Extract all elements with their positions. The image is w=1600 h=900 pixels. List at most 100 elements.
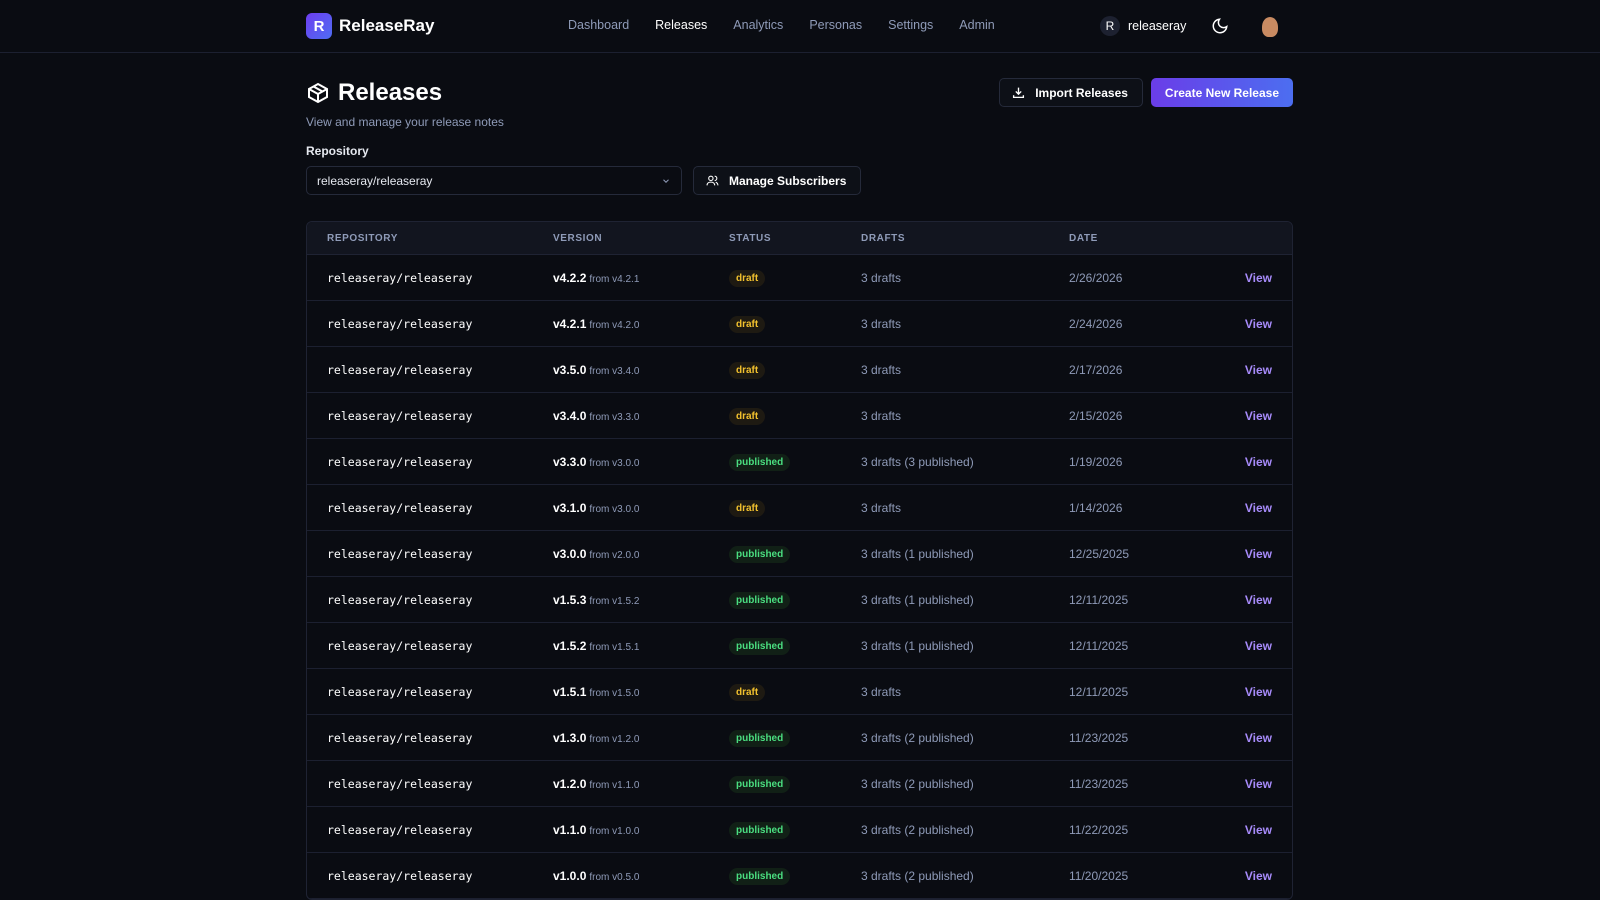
top-nav: R ReleaseRay Dashboard Releases Analytics P… <box>0 0 1600 53</box>
drafts-count: 3 drafts (2 published) <box>861 731 974 745</box>
release-date: 12/25/2025 <box>1069 547 1130 561</box>
table-row[interactable]: releaseray/releaseray v1.2.0 from v1.1.0 … <box>307 761 1292 807</box>
release-date: 2/26/2026 <box>1069 271 1123 285</box>
logo-mark: R <box>306 13 332 39</box>
table-row[interactable]: releaseray/releaseray v3.5.0 from v3.4.0 … <box>307 347 1292 393</box>
page-subtitle: View and manage your release notes <box>306 115 504 129</box>
view-link[interactable]: View <box>1244 455 1272 469</box>
from-version: from v0.5.0 <box>589 872 640 883</box>
view-link[interactable]: View <box>1244 685 1272 699</box>
view-link[interactable]: View <box>1244 777 1272 791</box>
repo-name: releaseray/releaseray <box>327 777 473 791</box>
users-icon <box>706 175 719 186</box>
table-row[interactable]: releaseray/releaseray v1.3.0 from v1.2.0 … <box>307 715 1292 761</box>
manage-subscribers-button[interactable]: Manage Subscribers <box>693 166 862 195</box>
version: v1.2.0 <box>553 777 587 791</box>
drafts-count: 3 drafts <box>861 363 902 377</box>
repo-name: releaseray/releaseray <box>327 685 473 699</box>
drafts-count: 3 drafts (2 published) <box>861 869 974 883</box>
release-date: 1/19/2026 <box>1069 455 1123 469</box>
view-link[interactable]: View <box>1244 731 1272 745</box>
view-link[interactable]: View <box>1244 501 1272 515</box>
view-link[interactable]: View <box>1244 593 1272 607</box>
nav-admin[interactable]: Admin <box>959 18 995 32</box>
release-date: 2/24/2026 <box>1069 317 1123 331</box>
view-link[interactable]: View <box>1244 639 1272 653</box>
repo-name: releaseray/releaseray <box>327 639 473 653</box>
table-row[interactable]: releaseray/releaseray v1.5.2 from v1.5.1 … <box>307 623 1292 669</box>
drafts-count: 3 drafts (1 published) <box>861 593 974 607</box>
repo-name: releaseray/releaseray <box>327 547 473 561</box>
from-version: from v4.2.0 <box>589 320 640 331</box>
profile-avatar[interactable] <box>1262 17 1278 37</box>
version: v3.1.0 <box>553 501 587 515</box>
table-header: REPOSITORY VERSION STATUS DRAFTS DATE <box>307 222 1292 255</box>
status-badge: draft <box>729 361 766 379</box>
nav-dashboard[interactable]: Dashboard <box>568 18 630 32</box>
import-releases-button[interactable]: Import Releases <box>999 78 1143 107</box>
table-row[interactable]: releaseray/releaseray v3.0.0 from v2.0.0 … <box>307 531 1292 577</box>
view-link[interactable]: View <box>1244 547 1272 561</box>
view-link[interactable]: View <box>1244 823 1272 837</box>
from-version: from v3.3.0 <box>589 412 640 423</box>
user-name: releaseray <box>1128 19 1187 33</box>
table-row[interactable]: releaseray/releaseray v1.5.1 from v1.5.0 … <box>307 669 1292 715</box>
version: v1.3.0 <box>553 731 587 745</box>
header-repository: REPOSITORY <box>327 232 399 244</box>
view-link[interactable]: View <box>1244 869 1272 883</box>
status-badge: draft <box>729 499 766 517</box>
nav-settings[interactable]: Settings <box>888 18 934 32</box>
table-row[interactable]: releaseray/releaseray v1.0.0 from v0.5.0 … <box>307 853 1292 899</box>
nav-releases[interactable]: Releases <box>655 18 708 32</box>
table-row[interactable]: releaseray/releaseray v3.4.0 from v3.3.0 … <box>307 393 1292 439</box>
status-badge: draft <box>729 683 766 701</box>
repo-name: releaseray/releaseray <box>327 823 473 837</box>
from-version: from v3.4.0 <box>589 366 640 377</box>
repo-name: releaseray/releaseray <box>327 363 473 377</box>
logo[interactable]: R ReleaseRay <box>306 13 434 39</box>
release-date: 12/11/2025 <box>1069 639 1129 653</box>
table-row[interactable]: releaseray/releaseray v4.2.2 from v4.2.1 … <box>307 255 1292 301</box>
table-row[interactable]: releaseray/releaseray v1.5.3 from v1.5.2 … <box>307 577 1292 623</box>
status-badge: published <box>729 591 791 609</box>
create-release-button[interactable]: Create New Release <box>1150 78 1293 107</box>
drafts-count: 3 drafts (2 published) <box>861 777 974 791</box>
release-date: 11/22/2025 <box>1069 823 1129 837</box>
version: v1.5.1 <box>553 685 587 699</box>
nav-personas[interactable]: Personas <box>809 18 863 32</box>
repository-select[interactable]: releaseray/releaseray <box>306 166 682 195</box>
release-date: 12/11/2025 <box>1069 685 1129 699</box>
table-row[interactable]: releaseray/releaseray v4.2.1 from v4.2.0 … <box>307 301 1292 347</box>
table-row[interactable]: releaseray/releaseray v1.1.0 from v1.0.0 … <box>307 807 1292 853</box>
view-link[interactable]: View <box>1244 363 1272 377</box>
user-menu[interactable]: R releaseray <box>1100 16 1186 36</box>
moon-icon[interactable] <box>1211 17 1229 35</box>
repo-name: releaseray/releaseray <box>327 593 473 607</box>
status-badge: draft <box>729 407 766 425</box>
drafts-count: 3 drafts <box>861 409 902 423</box>
repo-name: releaseray/releaseray <box>327 317 473 331</box>
repository-value: releaseray/releaseray <box>317 173 433 188</box>
view-link[interactable]: View <box>1244 317 1272 331</box>
nav-analytics[interactable]: Analytics <box>733 18 784 32</box>
header-status: STATUS <box>729 232 772 244</box>
table-row[interactable]: releaseray/releaseray v3.3.0 from v3.0.0 … <box>307 439 1292 485</box>
header-date: DATE <box>1069 232 1098 244</box>
repo-name: releaseray/releaseray <box>327 455 473 469</box>
drafts-count: 3 drafts <box>861 317 902 331</box>
header-version: VERSION <box>553 232 603 244</box>
status-badge: draft <box>729 315 766 333</box>
view-link[interactable]: View <box>1244 271 1272 285</box>
drafts-count: 3 drafts <box>861 501 902 515</box>
from-version: from v1.5.1 <box>589 642 640 653</box>
page-title: Releases <box>338 79 443 106</box>
version: v4.2.1 <box>553 317 587 331</box>
version: v1.0.0 <box>553 869 587 883</box>
from-version: from v3.0.0 <box>589 458 640 469</box>
view-link[interactable]: View <box>1244 409 1272 423</box>
user-avatar: R <box>1100 16 1120 36</box>
table-row[interactable]: releaseray/releaseray v3.1.0 from v3.0.0 … <box>307 485 1292 531</box>
package-icon <box>308 82 328 104</box>
from-version: from v4.2.1 <box>589 274 640 285</box>
nav-links: Dashboard Releases Analytics Personas Settin… <box>568 18 995 32</box>
